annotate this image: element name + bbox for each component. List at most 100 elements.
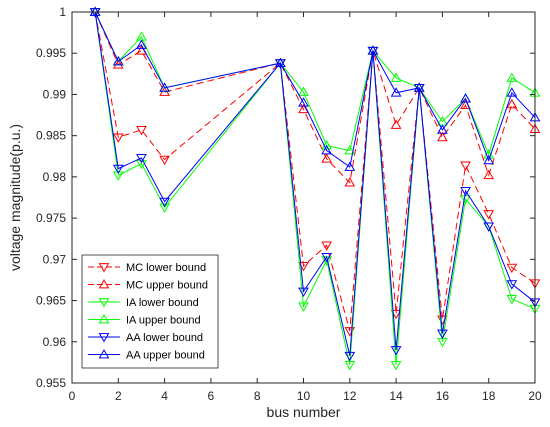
legend-item: IA lower bound xyxy=(88,297,199,309)
y-tick-label: 0.955 xyxy=(36,376,66,390)
y-tick-label: 0.98 xyxy=(43,170,67,184)
legend-marker xyxy=(98,333,110,343)
legend-marker xyxy=(98,278,110,289)
data-point xyxy=(460,161,471,171)
data-point xyxy=(112,59,124,69)
data-point xyxy=(112,171,124,181)
x-tick-label: 20 xyxy=(528,389,542,403)
x-axis-label: bus number xyxy=(267,404,341,420)
data-point xyxy=(274,57,286,67)
data-point xyxy=(483,169,495,180)
data-point xyxy=(112,164,124,175)
data-point xyxy=(344,351,356,362)
data-point xyxy=(344,144,356,155)
y-axis-label: voltage magnitude(p.u.) xyxy=(7,124,23,271)
data-point xyxy=(390,346,402,356)
y-tick-label: 0.97 xyxy=(43,252,67,266)
legend-label: MC upper bound xyxy=(126,280,208,292)
y-tick-label: 0.96 xyxy=(43,335,67,349)
data-point xyxy=(344,161,356,171)
x-tick-label: 18 xyxy=(482,389,496,403)
x-tick-label: 4 xyxy=(161,389,168,403)
data-point xyxy=(390,72,402,82)
legend-item: MC upper bound xyxy=(88,278,208,292)
data-point xyxy=(367,46,379,57)
data-point xyxy=(136,154,147,164)
series-line xyxy=(94,11,536,157)
legend-label: MC lower bound xyxy=(126,262,206,274)
axes-layer: 0 2 4 6 8 10 12 14 16 18 20 0.955 0.96 0.965 0.97 0.975… xyxy=(36,5,542,403)
series-line xyxy=(94,11,536,168)
series-line xyxy=(94,11,536,332)
legend-label: AA upper bound xyxy=(126,350,205,362)
data-point xyxy=(460,187,471,197)
data-point xyxy=(367,45,379,55)
data-point xyxy=(136,126,147,136)
data-point xyxy=(390,119,402,129)
y-tick-label: 0.985 xyxy=(36,129,66,143)
x-tick-label: 10 xyxy=(297,389,311,403)
legend-item: MC lower bound xyxy=(88,262,206,274)
series-aa-upper-bound xyxy=(89,6,541,171)
y-tick-label: 0.965 xyxy=(36,294,66,308)
data-point xyxy=(321,241,333,251)
data-point xyxy=(506,295,518,305)
data-point xyxy=(506,98,518,109)
data-point xyxy=(506,87,518,97)
data-point xyxy=(321,144,333,155)
x-tick-label: 0 xyxy=(69,389,76,403)
legend-label: AA lower bound xyxy=(126,332,203,344)
data-point xyxy=(437,131,448,142)
legend-item: AA lower bound xyxy=(88,332,203,344)
data-point xyxy=(413,82,425,92)
legend-marker xyxy=(98,298,110,308)
data-point xyxy=(506,263,518,274)
data-point xyxy=(89,8,101,18)
x-tick-label: 8 xyxy=(254,389,261,403)
series-line xyxy=(94,11,536,184)
legend-label: IA upper bound xyxy=(126,315,201,327)
data-point xyxy=(298,302,309,312)
data-point xyxy=(89,6,101,16)
data-point xyxy=(298,86,309,96)
data-point xyxy=(390,87,402,97)
data-point xyxy=(136,159,147,170)
legend: MC lower bound MC upper bound IA lower bou… xyxy=(81,254,219,369)
data-point xyxy=(298,287,309,297)
data-point xyxy=(483,222,495,232)
data-point xyxy=(159,203,170,213)
data-point xyxy=(460,93,471,103)
legend-marker xyxy=(98,348,110,359)
data-point xyxy=(483,154,495,165)
series-line xyxy=(94,11,536,356)
data-point xyxy=(298,103,309,114)
data-point xyxy=(344,360,356,371)
data-point xyxy=(136,39,147,49)
data-point xyxy=(159,197,170,208)
legend-box xyxy=(81,254,219,369)
data-point xyxy=(159,155,170,166)
data-point xyxy=(437,329,448,340)
data-point xyxy=(506,280,518,290)
legend-item: AA upper bound xyxy=(88,348,205,362)
x-tick-label: 14 xyxy=(389,389,403,403)
y-tick-label: 0.975 xyxy=(36,211,66,225)
data-point xyxy=(321,153,333,163)
x-tick-label: 16 xyxy=(436,389,450,403)
legend-marker xyxy=(98,263,110,273)
data-point xyxy=(344,177,356,187)
series-aa-lower-bound xyxy=(89,8,541,362)
data-point xyxy=(298,97,309,107)
series-layer xyxy=(89,6,541,371)
data-point xyxy=(437,124,448,134)
data-point xyxy=(390,360,402,371)
legend-item: IA upper bound xyxy=(88,313,201,327)
data-point xyxy=(321,252,333,263)
legend-marker xyxy=(98,313,110,324)
y-tick-label: 1 xyxy=(59,5,66,19)
data-point xyxy=(112,55,124,66)
data-point xyxy=(506,72,518,82)
x-tick-label: 12 xyxy=(343,389,357,403)
data-point xyxy=(390,309,402,320)
